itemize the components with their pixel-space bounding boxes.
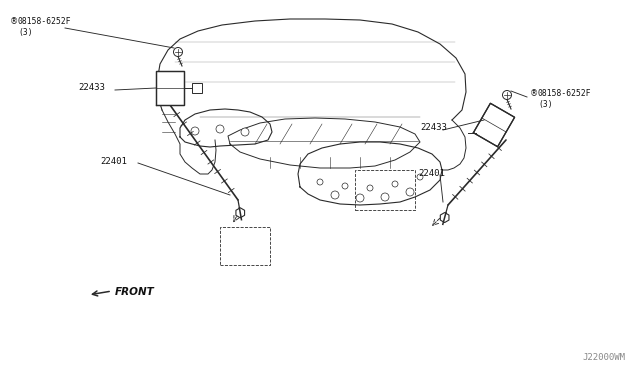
Circle shape bbox=[241, 128, 249, 136]
Text: 22433: 22433 bbox=[420, 124, 447, 132]
Bar bbox=[355, 170, 415, 210]
Text: 08158-6252F: 08158-6252F bbox=[538, 90, 591, 99]
Bar bbox=[220, 227, 270, 265]
Circle shape bbox=[356, 194, 364, 202]
Circle shape bbox=[173, 48, 182, 57]
Bar bbox=[192, 83, 202, 93]
Polygon shape bbox=[156, 71, 184, 105]
Circle shape bbox=[502, 90, 511, 99]
Circle shape bbox=[367, 185, 373, 191]
Text: 08158-6252F: 08158-6252F bbox=[18, 17, 72, 26]
Circle shape bbox=[317, 179, 323, 185]
Text: (3): (3) bbox=[18, 29, 33, 38]
Circle shape bbox=[216, 125, 224, 133]
Circle shape bbox=[191, 127, 199, 135]
Circle shape bbox=[392, 181, 398, 187]
Circle shape bbox=[406, 188, 414, 196]
Text: 22401: 22401 bbox=[100, 157, 127, 166]
Text: 22433: 22433 bbox=[78, 83, 105, 93]
Text: ®: ® bbox=[530, 90, 538, 99]
Polygon shape bbox=[236, 208, 244, 218]
Circle shape bbox=[342, 183, 348, 189]
Polygon shape bbox=[440, 212, 449, 222]
Circle shape bbox=[417, 174, 423, 180]
Text: J22000WM: J22000WM bbox=[582, 353, 625, 362]
Polygon shape bbox=[474, 103, 515, 147]
Text: (3): (3) bbox=[538, 100, 552, 109]
Circle shape bbox=[381, 193, 389, 201]
Text: 22401: 22401 bbox=[418, 169, 445, 177]
Circle shape bbox=[331, 191, 339, 199]
Text: FRONT: FRONT bbox=[115, 287, 155, 297]
Text: ®: ® bbox=[10, 17, 19, 26]
